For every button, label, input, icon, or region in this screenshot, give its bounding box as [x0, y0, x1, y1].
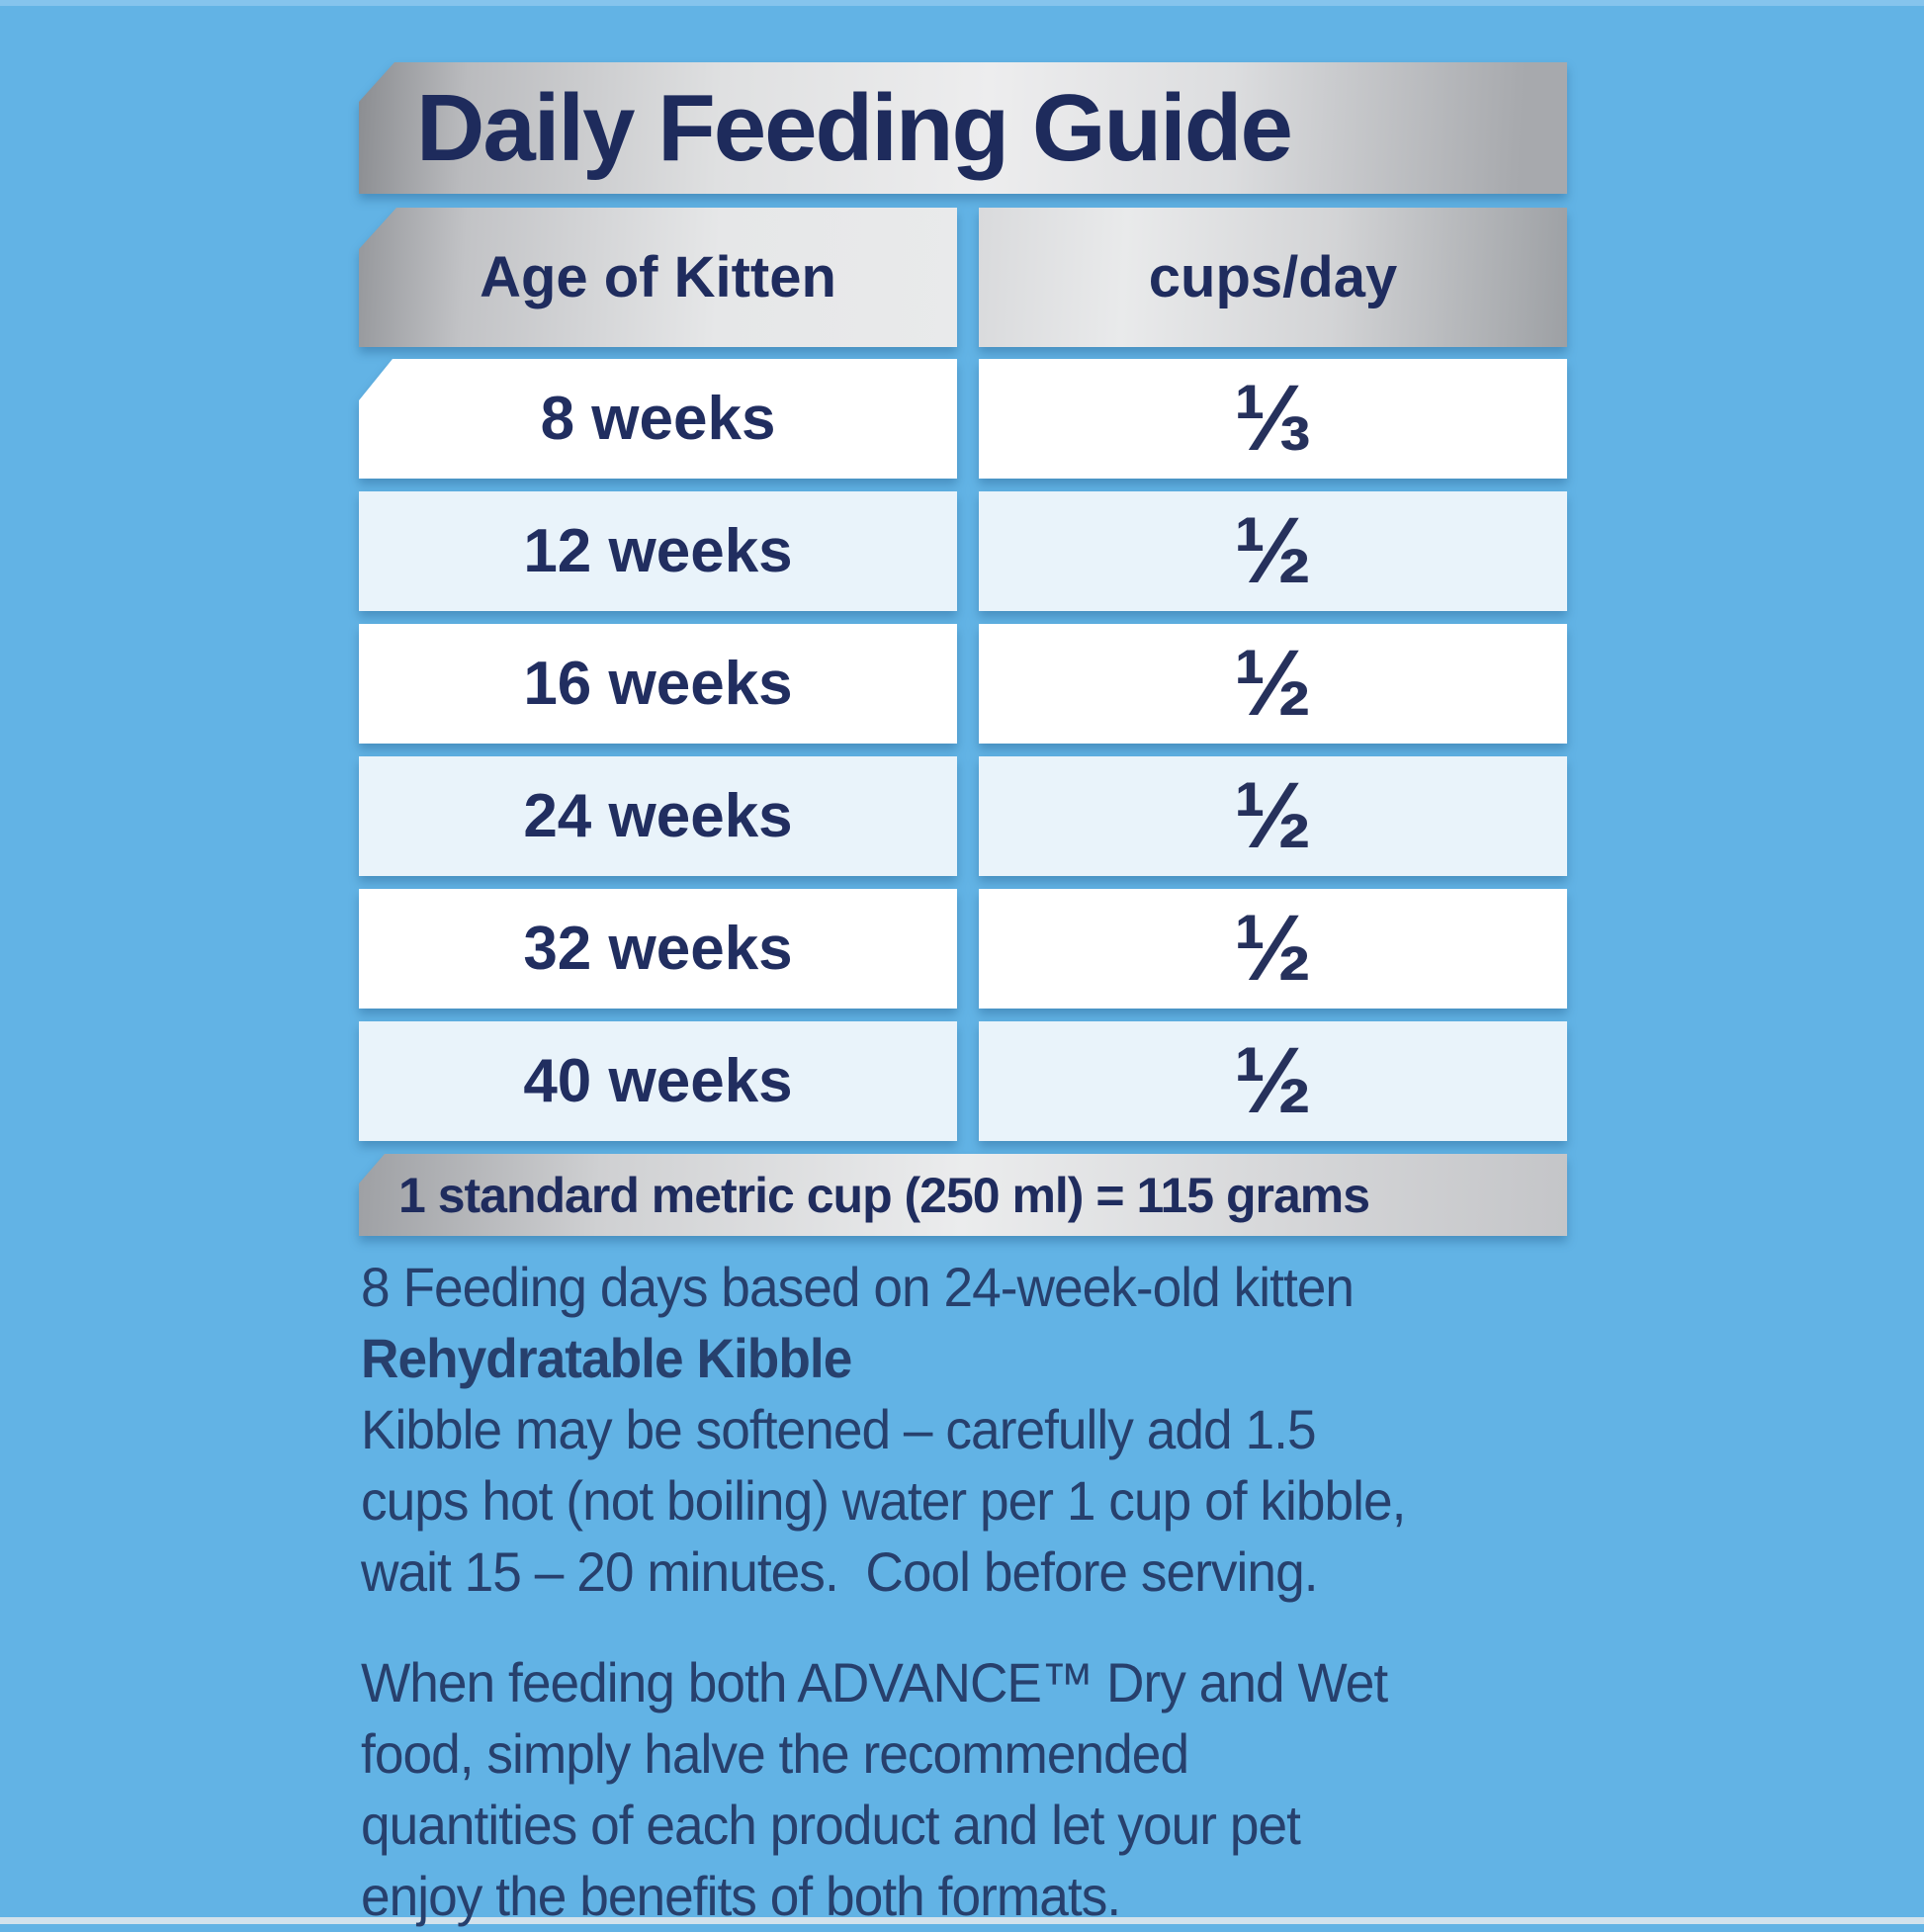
- cups-cell: ½: [979, 491, 1567, 611]
- note-line: quantities of each product and let your …: [361, 1794, 1301, 1856]
- note-line: wait 15 – 20 minutes. Cool before servin…: [361, 1540, 1318, 1603]
- notes-paragraph-mixed-feeding: When feeding both ADVANCE™ Dry and Wet f…: [361, 1647, 1406, 1932]
- age-cell: 40 weeks: [359, 1021, 957, 1141]
- note-line: Kibble may be softened – carefully add 1…: [361, 1398, 1317, 1460]
- feeding-notes: 8 Feeding days based on 24-week-old kitt…: [361, 1252, 1406, 1932]
- cups-value: ½: [1233, 631, 1313, 736]
- cup-conversion-bar: 1 standard metric cup (250 ml) = 115 gra…: [359, 1154, 1567, 1236]
- cups-cell: ⅓: [979, 359, 1567, 479]
- label-top-edge: [0, 0, 1924, 6]
- table-header-row: Age of Kitten cups/day: [359, 208, 1567, 347]
- age-cell: 12 weeks: [359, 491, 957, 611]
- feeding-guide-panel: Daily Feeding Guide Age of Kitten cups/d…: [359, 62, 1567, 1236]
- label-bottom-edge: [0, 1917, 1924, 1924]
- age-value: 24 weeks: [523, 782, 793, 850]
- note-line: food, simply halve the recommended: [361, 1722, 1189, 1785]
- age-value: 40 weeks: [523, 1047, 793, 1115]
- cups-cell: ½: [979, 624, 1567, 744]
- cup-conversion-text: 1 standard metric cup (250 ml) = 115 gra…: [398, 1167, 1370, 1223]
- note-line: 8 Feeding days based on 24-week-old kitt…: [361, 1256, 1355, 1318]
- cups-value: ⅓: [1233, 366, 1313, 471]
- cups-value: ½: [1233, 498, 1313, 603]
- cups-value: ½: [1233, 763, 1313, 868]
- age-cell: 32 weeks: [359, 889, 957, 1009]
- note-line-rehydratable-kibble: Rehydratable Kibble: [361, 1327, 852, 1389]
- title-bar: Daily Feeding Guide: [359, 62, 1567, 194]
- note-line: enjoy the benefits of both formats.: [361, 1865, 1121, 1927]
- cups-cell: ½: [979, 756, 1567, 876]
- cups-cell: ½: [979, 1021, 1567, 1141]
- note-line: cups hot (not boiling) water per 1 cup o…: [361, 1469, 1406, 1532]
- age-value: 8 weeks: [540, 385, 776, 453]
- header-cell-cups: cups/day: [979, 208, 1567, 347]
- cups-value: ½: [1233, 1028, 1313, 1133]
- age-value: 16 weeks: [523, 650, 793, 718]
- cups-value: ½: [1233, 896, 1313, 1001]
- note-line: When feeding both ADVANCE™ Dry and Wet: [361, 1651, 1388, 1713]
- page-title: Daily Feeding Guide: [416, 74, 1293, 181]
- age-value: 12 weeks: [523, 517, 793, 585]
- age-cell: 24 weeks: [359, 756, 957, 876]
- age-value: 32 weeks: [523, 915, 793, 983]
- age-cell: 16 weeks: [359, 624, 957, 744]
- cups-cell: ½: [979, 889, 1567, 1009]
- notes-paragraph-rehydratable: 8 Feeding days based on 24-week-old kitt…: [361, 1252, 1406, 1608]
- header-cell-age: Age of Kitten: [359, 208, 957, 347]
- age-cell: 8 weeks: [359, 359, 957, 479]
- feeding-table: 8 weeks ⅓ 12 weeks ½ 16 weeks ½ 24 wee: [359, 359, 1567, 1141]
